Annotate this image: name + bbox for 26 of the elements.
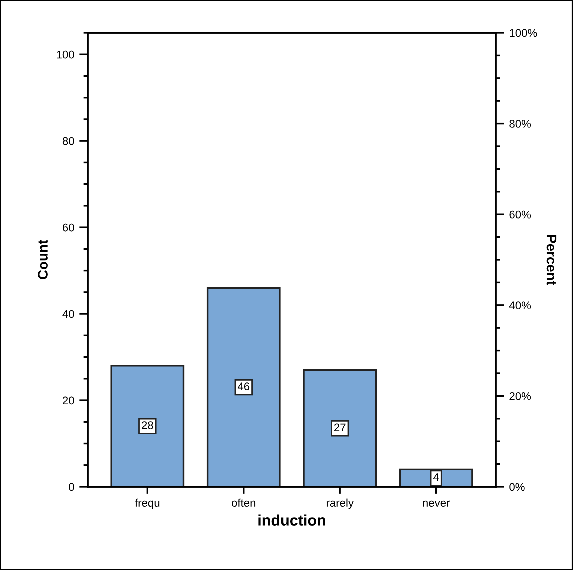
y2-axis-title: Percent xyxy=(546,235,557,286)
bar xyxy=(110,365,185,487)
data-label: 28 xyxy=(142,422,154,430)
y-tick-label: 0 xyxy=(69,483,74,492)
data-label: 4 xyxy=(434,474,440,482)
bar xyxy=(206,287,281,487)
x-tick-label: often xyxy=(232,498,256,507)
y-tick-label: 40 xyxy=(62,310,74,318)
y2-tick-label: 100% xyxy=(510,29,538,38)
x-axis-title: induction xyxy=(258,514,326,526)
y2-tick-label: 0% xyxy=(510,483,525,492)
y-axis-title: Count xyxy=(38,240,48,280)
x-tick-label: never xyxy=(423,500,450,507)
y-tick-label: 20 xyxy=(63,396,74,405)
y-tick-label: 100 xyxy=(57,50,74,59)
data-label: 27 xyxy=(334,424,346,432)
data-label: 46 xyxy=(238,382,250,391)
y2-tick-label: 40% xyxy=(509,302,532,310)
bar xyxy=(303,369,378,487)
y-tick-label: 80 xyxy=(62,137,74,146)
y-tick-label: 60 xyxy=(63,224,74,232)
y2-tick-label: 20% xyxy=(510,392,532,400)
y2-tick-label: 80% xyxy=(510,120,532,128)
x-tick-label: frequ xyxy=(135,498,160,510)
x-tick-label: rarely xyxy=(326,498,354,510)
y2-tick-label: 60% xyxy=(510,210,532,219)
